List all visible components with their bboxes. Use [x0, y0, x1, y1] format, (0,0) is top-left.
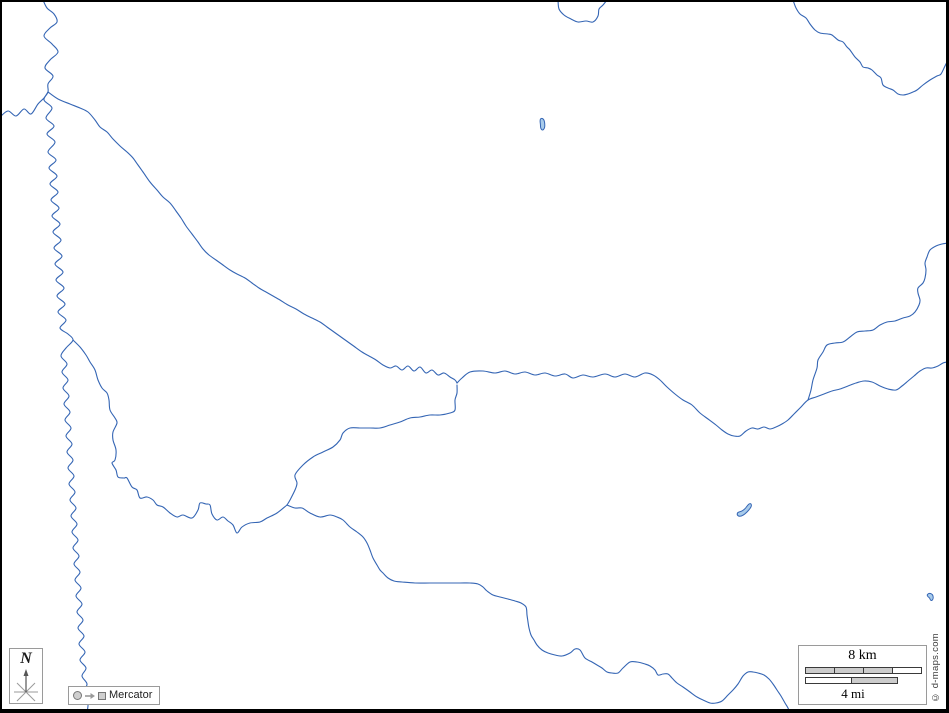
scale-bar-km — [805, 667, 922, 674]
projection-arrow-icon — [85, 692, 95, 699]
scale-segment — [806, 668, 834, 673]
central-east-river — [456, 361, 946, 437]
small-lake-north — [539, 117, 546, 131]
scale-box: 8 km 4 mi — [798, 645, 927, 705]
small-lake-east-edge — [926, 592, 934, 602]
second-meandering-river — [72, 339, 288, 534]
scale-segment — [863, 668, 892, 673]
projection-label: Mercator — [109, 689, 153, 701]
copyright-text: © d-maps.com — [930, 633, 941, 703]
scale-km-label: 8 km — [848, 648, 877, 663]
bottom-southeast-river — [286, 504, 790, 709]
southeast-diagonal-river — [47, 91, 458, 384]
projection-legend: Mercator — [68, 686, 160, 705]
projection-sphere-icon — [73, 691, 82, 700]
top-center-squiggle — [557, 2, 607, 23]
scale-segment — [834, 668, 863, 673]
south-branch-river — [286, 384, 458, 506]
compass-rose-icon — [14, 669, 38, 702]
left-meandering-river — [43, 2, 89, 709]
west-edge-tributary — [2, 91, 49, 117]
small-lake-southeast — [736, 503, 752, 517]
top-right-river — [793, 2, 946, 96]
scale-segment — [806, 678, 851, 683]
compass-north-label: N — [20, 650, 32, 667]
northeast-branch-river — [807, 242, 946, 401]
scale-mi-label: 4 mi — [841, 686, 865, 701]
scale-bar-mi — [805, 677, 898, 684]
projection-plane-icon — [98, 691, 106, 700]
compass-box: N — [9, 648, 43, 704]
scale-segment — [851, 678, 897, 683]
scale-segment — [892, 668, 921, 673]
